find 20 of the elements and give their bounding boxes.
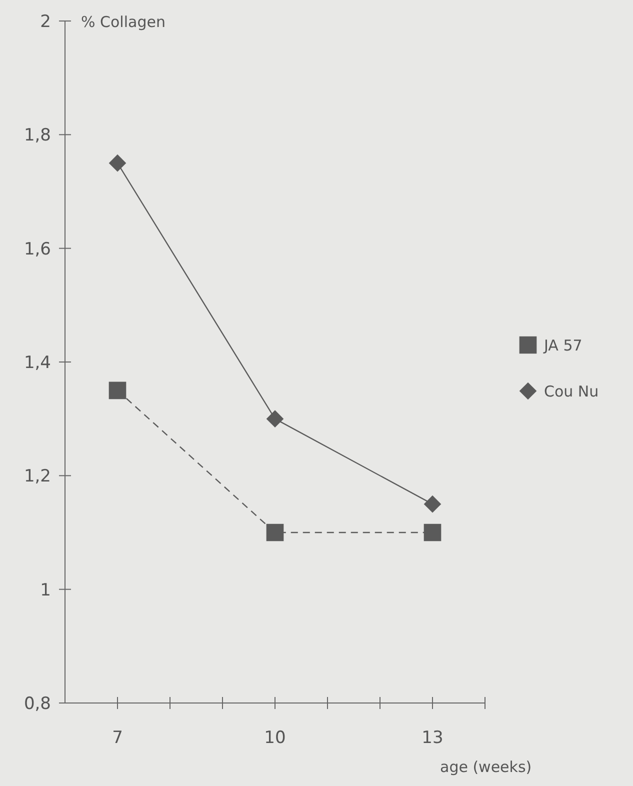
x-axis-title: age (weeks) (440, 758, 532, 776)
x-tick-label: 7 (112, 728, 123, 748)
legend-label: Cou Nu (544, 382, 599, 400)
point (424, 495, 442, 513)
legend-label: JA 57 (543, 336, 582, 354)
y-tick-label: 2 (40, 12, 51, 32)
y-tick-label: 1,8 (24, 126, 51, 146)
y-tick-label: 0,8 (24, 694, 51, 714)
point (266, 524, 284, 542)
point (108, 154, 126, 172)
y-tick-label: 1,4 (24, 352, 51, 373)
x-tick-label: 10 (264, 728, 286, 748)
point (424, 524, 442, 542)
point (108, 382, 126, 400)
y-tick-label: 1,6 (24, 239, 51, 260)
x-tick-label: 13 (422, 728, 444, 748)
y-axis-title: % Collagen (81, 13, 166, 31)
y-tick-label: 1,2 (24, 466, 51, 487)
y-tick-label: 1 (40, 580, 51, 600)
point (266, 410, 284, 428)
